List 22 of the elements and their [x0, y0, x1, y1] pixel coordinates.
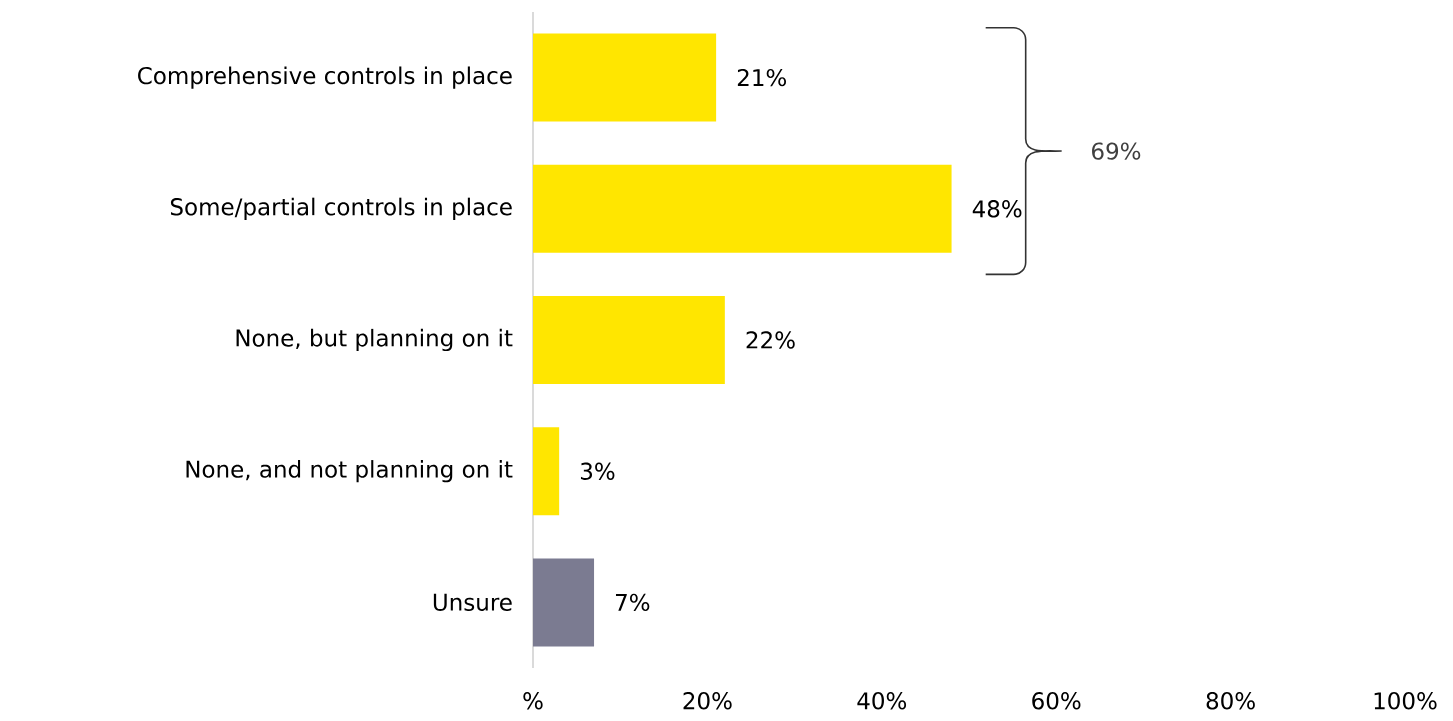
bar	[533, 296, 725, 384]
bar	[533, 558, 595, 647]
bar	[533, 33, 717, 122]
data-label: 7%	[615, 593, 650, 612]
data-label: 48%	[972, 200, 1022, 218]
y-tick-label: Some/partial controls in place	[170, 197, 512, 220]
x-tick-label: 20%	[683, 692, 732, 710]
y-tick-label: Comprehensive controls in place	[138, 66, 512, 89]
x-tick-label: 40%	[857, 692, 907, 710]
y-tick-label: Unsure	[433, 593, 512, 611]
data-label: 22%	[746, 331, 795, 349]
data-label: 21%	[737, 68, 787, 87]
annotation: 69%	[1092, 142, 1141, 160]
x-tick-label: 100%	[1374, 692, 1437, 710]
x-tick-label: 60%	[1032, 692, 1081, 710]
x-tick-label: 80%	[1206, 692, 1255, 710]
bar	[533, 164, 952, 253]
x-tick-label: %	[523, 692, 543, 710]
y-tick-label: None, and not planning on it	[186, 460, 513, 483]
data-label: 3%	[580, 462, 615, 480]
bar	[533, 427, 560, 516]
y-tick-label: None, but planning on it	[236, 328, 513, 352]
